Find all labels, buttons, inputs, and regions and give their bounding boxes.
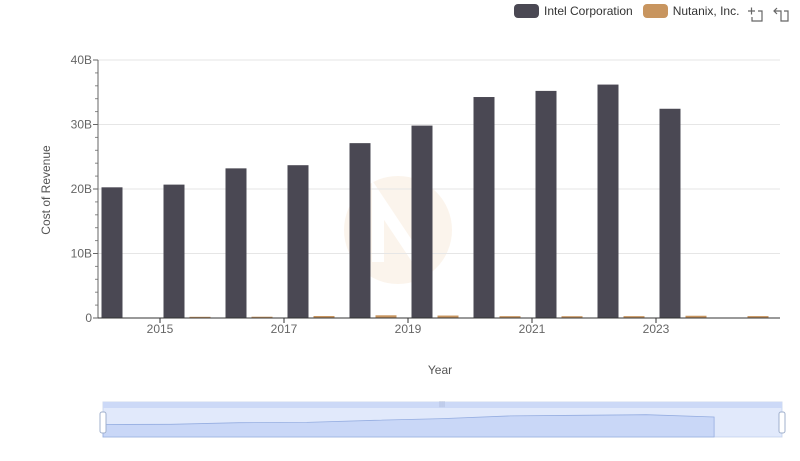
bar-intel-2014	[101, 187, 123, 318]
bar-intel-2015	[163, 184, 185, 318]
x-tick-label: 2017	[271, 322, 298, 336]
bar-intel-2022	[597, 84, 619, 319]
bar-intel-2016	[225, 168, 247, 318]
y-tick-label: 30B	[71, 118, 92, 132]
slider-top-bar[interactable]	[103, 402, 782, 408]
x-axis-title: Year	[428, 363, 452, 377]
bar-nutanix-2022	[623, 316, 645, 318]
bar-intel-2018	[349, 143, 371, 318]
bar-nutanix-2024	[747, 316, 769, 318]
y-axis-title: Cost of Revenue	[39, 145, 53, 235]
bar-nutanix-2018	[375, 315, 397, 318]
data-zoom-slider[interactable]: |||	[99, 401, 786, 438]
x-tick-label: 2015	[147, 322, 174, 336]
bar-nutanix-2017	[313, 316, 335, 318]
bar-intel-2021	[535, 90, 557, 318]
legend-swatch-nutanix	[642, 4, 668, 18]
bar-nutanix-2023	[685, 315, 707, 318]
legend-label-nutanix: Nutanix, Inc.	[672, 4, 740, 18]
x-axis: 2015 2017 2019 2021 2023	[98, 317, 780, 336]
data-zoom-icon[interactable]	[747, 6, 763, 22]
slider-data-shadow	[102, 414, 715, 438]
y-tick-label: 40B	[71, 53, 92, 67]
y-tick-label: 10B	[71, 247, 92, 261]
toolbox	[747, 6, 799, 22]
y-tick-label: 20B	[71, 182, 92, 196]
x-tick-label: 2021	[519, 322, 546, 336]
y-axis: 0 10B 20B 30B 40B	[71, 53, 99, 325]
bar-nutanix-2015	[189, 316, 211, 318]
bar-nutanix-2016	[251, 316, 273, 318]
legend-item-nutanix[interactable]: Nutanix, Inc.	[642, 4, 740, 18]
restore-icon[interactable]	[773, 6, 789, 22]
bar-intel-2023	[659, 108, 681, 319]
legend-label-intel: Intel Corporation	[544, 4, 633, 18]
bar-intel-2019	[411, 125, 433, 318]
bar-nutanix-2021	[561, 316, 583, 318]
bar-nutanix-2019	[437, 315, 459, 318]
slider-handle-left[interactable]	[99, 411, 107, 434]
bar-intel-2017	[287, 165, 309, 318]
legend: Intel Corporation Nutanix, Inc.	[514, 4, 749, 18]
legend-item-intel[interactable]: Intel Corporation	[514, 4, 633, 18]
slider-handle-right[interactable]	[778, 411, 786, 434]
bar-intel-2020	[473, 97, 495, 318]
slider-selected-range[interactable]	[103, 402, 782, 437]
y-tick-label: 0	[85, 311, 92, 325]
x-tick-label: 2019	[395, 322, 422, 336]
bars	[101, 84, 769, 319]
bar-nutanix-2020	[499, 316, 521, 318]
legend-swatch-intel	[514, 4, 539, 18]
slider-grip-icon[interactable]: |||	[439, 401, 445, 408]
x-tick-label: 2023	[643, 322, 670, 336]
